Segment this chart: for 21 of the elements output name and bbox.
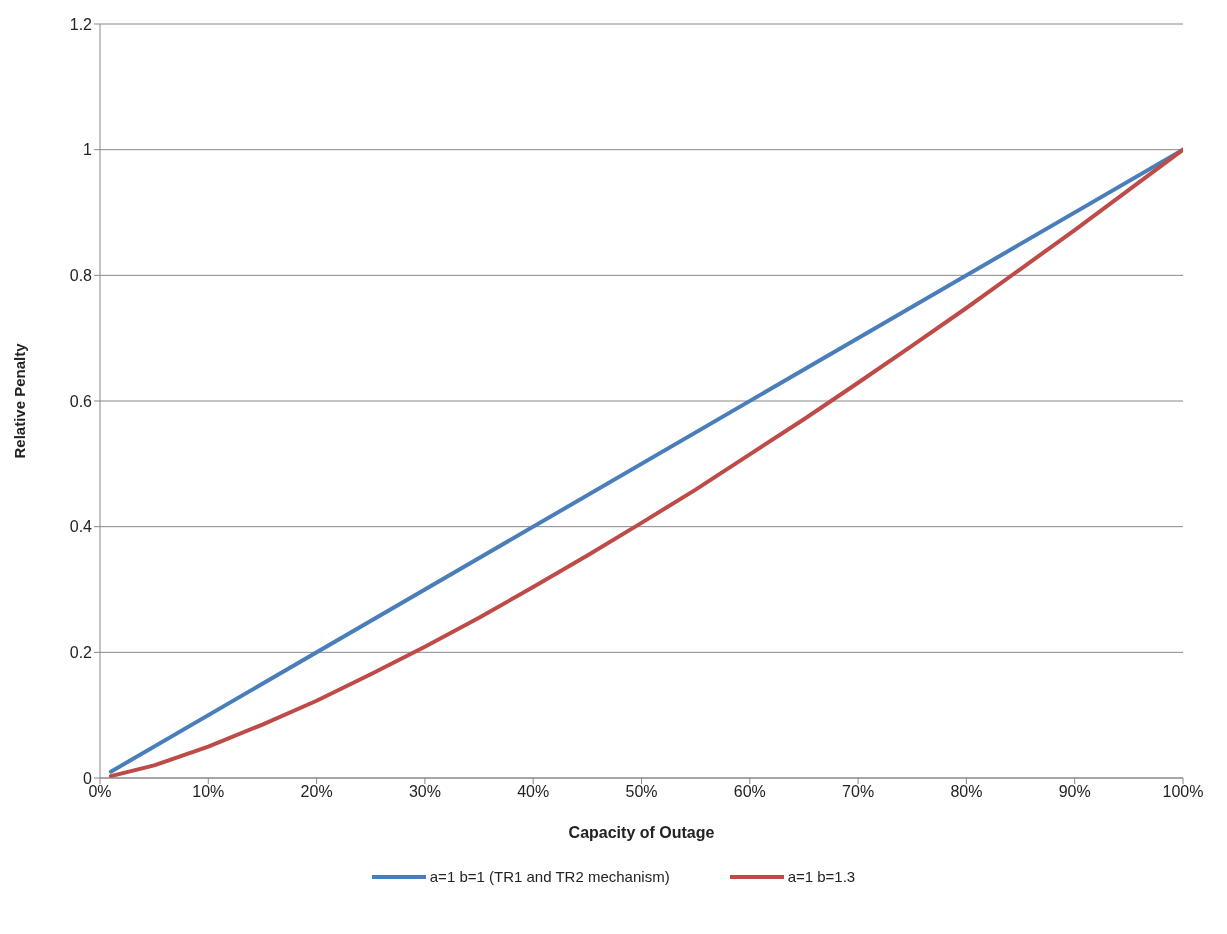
x-axis-title: Capacity of Outage [568, 824, 715, 841]
y-tick-label: 1 [83, 141, 93, 159]
x-tick-label: 80% [950, 783, 983, 801]
y-tick-label: 0.8 [69, 267, 93, 285]
x-tick-label: 90% [1058, 783, 1091, 801]
x-tick-label: 100% [1162, 783, 1204, 801]
x-tick-label: 0% [88, 783, 112, 801]
x-tick-label: 60% [733, 783, 766, 801]
x-tick-label: 50% [625, 783, 658, 801]
x-tick-label: 30% [408, 783, 441, 801]
x-tick-label: 10% [192, 783, 225, 801]
y-axis-title: Relative Penalty [11, 342, 29, 459]
y-tick-label: 0.6 [69, 392, 93, 410]
x-tick-label: 70% [842, 783, 875, 801]
legend-label: a=1 b=1.3 [787, 868, 856, 885]
y-tick-label: 0.2 [69, 644, 93, 662]
x-tick-label: 20% [300, 783, 333, 801]
y-tick-label: 0.4 [69, 518, 93, 536]
legend-label: a=1 b=1 (TR1 and TR2 mechanism) [429, 868, 670, 885]
x-tick-label: 40% [517, 783, 550, 801]
y-tick-label: 1.2 [69, 15, 93, 33]
